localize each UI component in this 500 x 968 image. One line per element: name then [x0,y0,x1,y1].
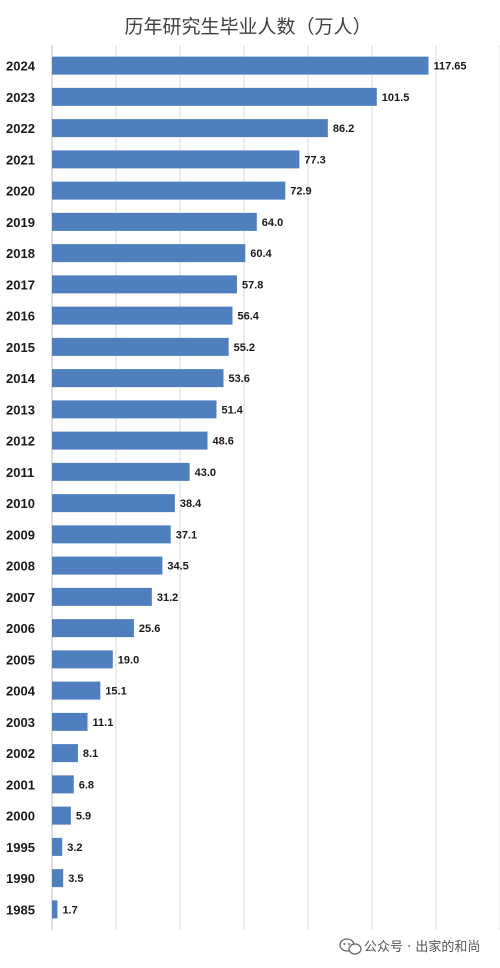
category-label-1995: 1995 [6,840,35,855]
category-label-2007: 2007 [6,590,35,605]
bar-2022 [52,119,328,138]
value-label-2019: 64.0 [262,217,283,229]
bar-2015 [52,337,229,356]
bar-2012 [52,431,208,450]
category-label-2016: 2016 [6,309,35,324]
watermark-text: 公众号 · 出家的和尚 [364,939,480,955]
category-label-2018: 2018 [6,246,35,261]
bar-2021 [52,150,300,169]
category-label-2023: 2023 [6,90,35,105]
value-label-1995: 3.2 [67,842,82,854]
category-label-2000: 2000 [6,809,35,824]
value-label-2023: 101.5 [382,92,410,104]
category-label-2019: 2019 [6,215,35,230]
bar-1985 [52,900,58,919]
bar-2009 [52,525,171,544]
bar-2008 [52,556,163,575]
value-label-2005: 19.0 [118,654,139,666]
category-label-2009: 2009 [6,527,35,542]
category-labels: 2024 2023 2022 2021 2020 2019 2018 2017 2016 2015… [6,59,36,918]
category-label-1990: 1990 [6,871,35,886]
category-label-2012: 2012 [6,434,35,449]
category-label-2001: 2001 [6,777,35,792]
bar-2007 [52,587,152,606]
bar-2006 [52,619,134,638]
bar-2000 [52,806,71,825]
bar-2003 [52,712,88,731]
bar-2023 [52,87,377,106]
value-label-2000: 5.9 [76,811,91,823]
category-label-2020: 2020 [6,184,35,199]
category-label-2013: 2013 [6,402,35,417]
bar-2004 [52,681,101,700]
value-label-2010: 38.4 [180,498,202,510]
bar-2001 [52,775,74,794]
category-label-2011: 2011 [6,465,34,480]
value-label-2009: 37.1 [176,529,197,541]
value-label-2016: 56.4 [237,311,259,323]
bar-2005 [52,650,113,669]
category-label-2015: 2015 [6,340,35,355]
bar-2010 [52,494,175,513]
value-label-2003: 11.1 [93,717,114,729]
gridlines [51,45,500,930]
bar-1990 [52,869,64,888]
bar-2017 [52,275,237,294]
bar-2013 [52,400,217,419]
value-label-2006: 25.6 [139,623,160,635]
value-label-2002: 8.1 [83,748,98,760]
value-label-2012: 48.6 [213,436,234,448]
category-label-2003: 2003 [6,715,35,730]
value-labels: 117.65 101.5 86.2 77.3 72.9 64.0 60.4 57.8 56.4 5… [62,61,466,917]
bar-2020 [52,181,286,200]
category-label-2008: 2008 [6,559,35,574]
category-label-2021: 2021 [6,152,35,167]
value-label-2007: 31.2 [157,592,178,604]
bar-2011 [52,462,190,481]
value-label-2024: 117.65 [433,61,466,73]
category-label-2014: 2014 [6,371,36,386]
category-label-2024: 2024 [6,59,36,74]
bar-1995 [52,837,63,856]
bar-2014 [52,369,224,388]
value-label-2015: 55.2 [234,342,255,354]
value-label-2020: 72.9 [290,186,311,198]
value-label-1985: 1.7 [62,904,77,916]
watermark: 公众号 · 出家的和尚 [339,938,480,955]
value-label-2021: 77.3 [304,154,325,166]
value-label-2018: 60.4 [250,248,272,260]
category-label-2005: 2005 [6,652,35,667]
category-label-1985: 1985 [6,902,35,917]
category-label-2017: 2017 [6,277,35,292]
value-label-2013: 51.4 [221,404,243,416]
value-label-2014: 53.6 [229,373,250,385]
value-label-2008: 34.5 [167,561,188,573]
bar-2019 [52,212,257,231]
category-label-2010: 2010 [6,496,35,511]
bar-2016 [52,306,233,325]
chart-title: 历年研究生毕业人数（万人） [124,16,371,38]
category-label-2006: 2006 [6,621,35,636]
category-label-2002: 2002 [6,746,35,761]
category-label-2022: 2022 [6,121,35,136]
value-label-2004: 15.1 [105,686,126,698]
wechat-icon [339,938,362,955]
value-label-2017: 57.8 [242,279,263,291]
value-label-2022: 86.2 [333,123,354,135]
bar-2024 [52,56,429,75]
value-label-2011: 43.0 [195,467,216,479]
category-label-2004: 2004 [6,684,36,699]
bars [52,56,429,919]
bar-2002 [52,744,78,763]
value-label-1990: 3.5 [68,873,83,885]
bar-2018 [52,244,246,263]
value-label-2001: 6.8 [79,779,94,791]
